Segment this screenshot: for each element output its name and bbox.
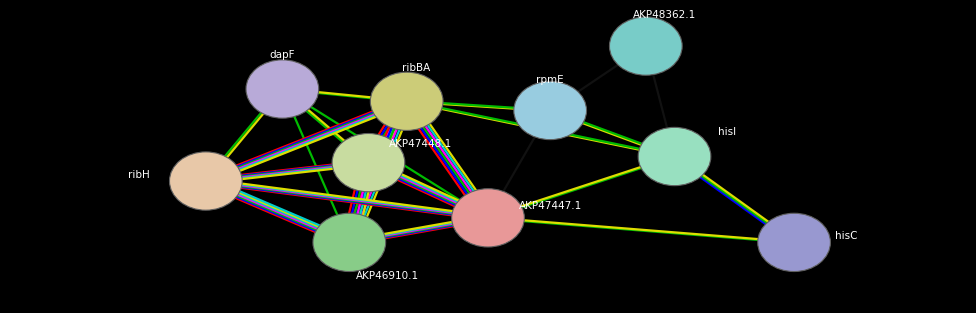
Text: hisC: hisC bbox=[835, 231, 858, 241]
Text: AKP47448.1: AKP47448.1 bbox=[389, 139, 453, 149]
Ellipse shape bbox=[757, 213, 831, 272]
Ellipse shape bbox=[513, 81, 587, 140]
Ellipse shape bbox=[370, 72, 443, 131]
Text: ribBA: ribBA bbox=[402, 63, 430, 73]
Text: rpmE: rpmE bbox=[537, 75, 564, 85]
Ellipse shape bbox=[246, 60, 319, 118]
Ellipse shape bbox=[332, 134, 405, 192]
Ellipse shape bbox=[638, 127, 711, 186]
Text: AKP47447.1: AKP47447.1 bbox=[518, 201, 582, 211]
Text: AKP46910.1: AKP46910.1 bbox=[356, 271, 419, 281]
Text: dapF: dapF bbox=[269, 50, 295, 60]
Ellipse shape bbox=[313, 213, 386, 272]
Text: hisI: hisI bbox=[718, 127, 736, 137]
Ellipse shape bbox=[452, 189, 524, 247]
Ellipse shape bbox=[170, 152, 242, 210]
Text: ribH: ribH bbox=[128, 170, 149, 180]
Ellipse shape bbox=[609, 17, 682, 75]
Text: AKP48362.1: AKP48362.1 bbox=[633, 10, 697, 20]
